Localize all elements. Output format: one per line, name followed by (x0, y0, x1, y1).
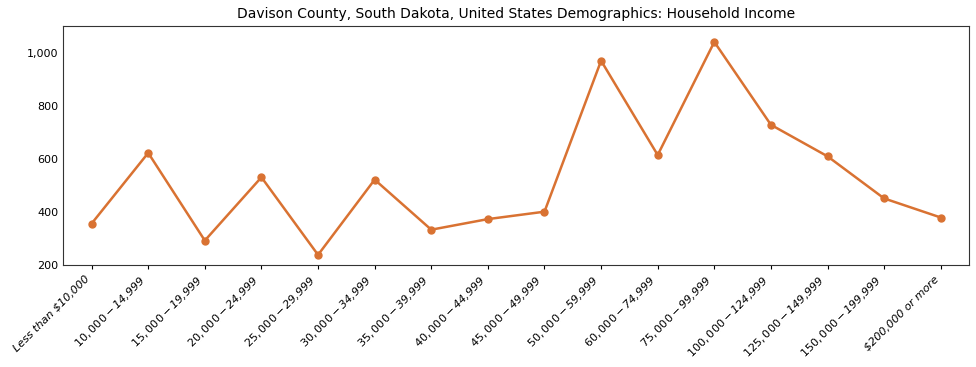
Title: Davison County, South Dakota, United States Demographics: Household Income: Davison County, South Dakota, United Sta… (237, 7, 795, 21)
